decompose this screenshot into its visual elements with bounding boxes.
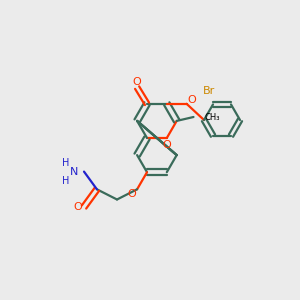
Text: CH₃: CH₃ — [205, 112, 220, 122]
Text: H: H — [62, 158, 69, 168]
Text: N: N — [70, 167, 79, 177]
Text: O: O — [74, 202, 82, 212]
Text: Br: Br — [202, 86, 214, 96]
Text: O: O — [133, 77, 142, 87]
Text: O: O — [162, 140, 171, 150]
Text: O: O — [188, 95, 196, 105]
Text: H: H — [62, 176, 69, 186]
Text: O: O — [127, 189, 136, 199]
